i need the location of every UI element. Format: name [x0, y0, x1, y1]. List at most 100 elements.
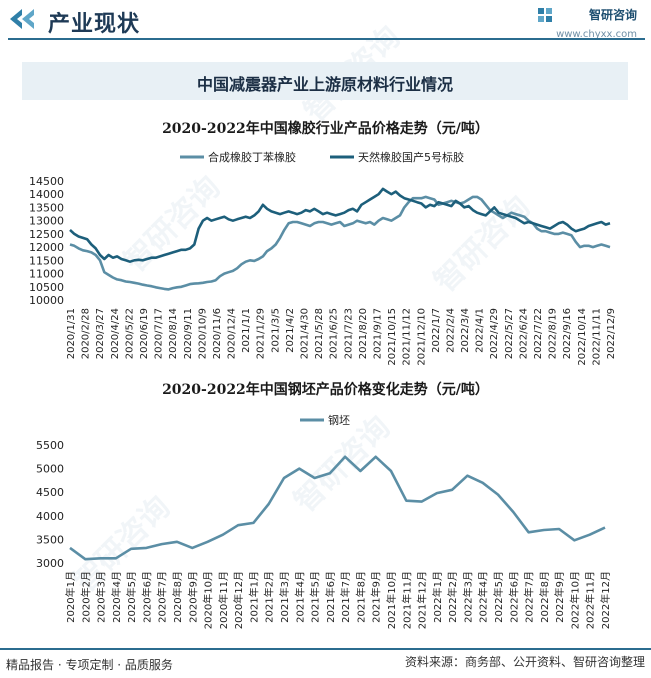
- x-tick-label: 2020年9月: [186, 571, 199, 623]
- y-tick-label: 4000: [36, 510, 64, 523]
- chart1-title: 2020-2022年中国橡胶行业产品价格走势（元/吨）: [162, 121, 489, 137]
- x-tick-label: 2022/3/4: [460, 308, 471, 353]
- x-tick-label: 2021/10/15: [387, 308, 398, 366]
- x-tick-label: 2021/11/12: [402, 308, 413, 366]
- x-tick-label: 2020/2/28: [81, 308, 92, 359]
- legend-label: 钢坯: [328, 414, 350, 427]
- section-banner: 中国减震器产业上游原材料行业情况: [22, 62, 628, 100]
- x-tick-label: 2022年3月: [461, 571, 474, 623]
- x-tick-label: 2020/5/22: [124, 308, 135, 359]
- y-tick-label: 14500: [29, 175, 64, 188]
- y-tick-label: 10500: [29, 281, 64, 294]
- x-tick-label: 2022/8/19: [548, 308, 559, 359]
- y-tick-label: 13000: [29, 215, 64, 228]
- x-tick-label: 2021年3月: [278, 571, 291, 623]
- x-tick-label: 2020年6月: [140, 571, 153, 623]
- x-tick-label: 2020年5月: [125, 571, 138, 623]
- x-tick-label: 2022/6/24: [518, 308, 529, 359]
- x-tick-label: 2021年10月: [385, 571, 398, 629]
- x-tick-label: 2022年12月: [599, 571, 612, 629]
- y-tick-label: 11500: [29, 254, 64, 267]
- x-tick-label: 2020年12月: [232, 571, 245, 629]
- x-tick-label: 2021年12月: [416, 571, 429, 629]
- x-tick-label: 2021年5月: [309, 571, 322, 623]
- brand-logo-icon: [538, 8, 552, 22]
- series-line-1: [69, 195, 611, 291]
- page-header: 产业现状 智研咨询 www.chyxx.com: [0, 0, 651, 44]
- x-tick-label: 2020/6/19: [139, 308, 150, 359]
- x-tick-label: 2022年11月: [584, 571, 597, 629]
- x-tick-label: 2021年9月: [370, 571, 383, 623]
- x-tick-label: 2022年10月: [568, 571, 581, 629]
- y-tick-label: 3500: [36, 533, 64, 546]
- y-tick-label: 10000: [29, 294, 64, 307]
- page-footer: 精品报告 · 专项定制 · 品质服务 资料来源：商务部、公开资料、智研咨询整理: [0, 648, 651, 678]
- footer-source: 资料来源：商务部、公开资料、智研咨询整理: [404, 655, 645, 669]
- chevron-logo-icon: [10, 9, 34, 29]
- x-tick-label: 2021年7月: [339, 571, 352, 623]
- x-tick-label: 2020年10月: [202, 571, 215, 629]
- x-tick-label: 2021年4月: [293, 571, 306, 623]
- y-tick-label: 12000: [29, 241, 64, 254]
- header-divider: [8, 38, 645, 40]
- series-line-2: [69, 187, 611, 264]
- footer-slogan: 精品报告 · 专项定制 · 品质服务: [6, 658, 173, 672]
- x-tick-label: 2021年2月: [263, 571, 276, 623]
- x-tick-label: 2021/5/28: [314, 308, 325, 359]
- x-tick-label: 2022/2/4: [445, 308, 456, 353]
- y-tick-label: 11000: [29, 268, 64, 281]
- x-tick-label: 2021/6/25: [329, 308, 340, 359]
- x-tick-label: 2021年11月: [400, 571, 413, 629]
- banner-title: 中国减震器产业上游原材料行业情况: [196, 75, 453, 94]
- x-tick-label: 2021/4/30: [300, 308, 311, 359]
- y-tick-label: 5000: [36, 463, 64, 476]
- x-tick-label: 2022/5/27: [504, 308, 515, 359]
- y-tick-label: 14000: [29, 188, 64, 201]
- x-tick-label: 2020年11月: [217, 571, 230, 629]
- legend-label: 合成橡胶丁苯橡胶: [208, 150, 296, 164]
- x-tick-label: 2021/12/10: [416, 308, 427, 366]
- legend-label: 天然橡胶国产5号标胶: [358, 150, 464, 164]
- x-tick-label: 2021/3/5: [270, 308, 281, 353]
- x-tick-label: 2020年2月: [79, 571, 92, 623]
- x-tick-label: 2020/3/27: [95, 308, 106, 359]
- y-tick-label: 13500: [29, 201, 64, 214]
- x-tick-label: 2020/10/9: [197, 308, 208, 359]
- y-tick-label: 3000: [36, 557, 64, 570]
- x-tick-label: 2022/10/14: [577, 308, 588, 366]
- x-tick-label: 2022年8月: [538, 571, 551, 623]
- x-tick-label: 2022/4/1: [475, 308, 486, 353]
- x-tick-label: 2020/1/31: [66, 308, 77, 359]
- x-tick-label: 2020/9/11: [183, 308, 194, 359]
- charts-canvas: 1000010500110001150012000125001300013500…: [29, 150, 617, 629]
- x-tick-label: 2021/1/29: [256, 308, 267, 359]
- x-tick-label: 2022年2月: [446, 571, 459, 623]
- x-tick-label: 2020/11/6: [212, 308, 223, 359]
- x-tick-label: 2020年4月: [110, 571, 123, 623]
- x-tick-label: 2020/12/4: [227, 308, 238, 359]
- x-tick-label: 2022/9/16: [562, 308, 573, 359]
- x-tick-label: 2022年9月: [553, 571, 566, 623]
- x-tick-label: 2021/8/20: [358, 308, 369, 359]
- y-tick-label: 12500: [29, 228, 64, 241]
- x-tick-label: 2020/4/24: [110, 308, 121, 359]
- x-tick-label: 2021年8月: [354, 571, 367, 623]
- x-tick-label: 2020年1月: [64, 571, 77, 623]
- x-tick-label: 2020/7/17: [154, 308, 165, 359]
- x-tick-label: 2021/7/23: [343, 308, 354, 359]
- page-title: 产业现状: [48, 12, 141, 37]
- y-tick-label: 5500: [36, 439, 64, 452]
- x-tick-label: 2021/4/2: [285, 308, 296, 353]
- series-line-1: [69, 455, 606, 561]
- brand-url: www.chyxx.com: [556, 29, 637, 40]
- x-tick-label: 2022年6月: [507, 571, 520, 623]
- x-tick-label: 2022/7/22: [533, 308, 544, 359]
- x-tick-label: 2022/12/9: [606, 308, 617, 359]
- x-tick-label: 2021年1月: [247, 571, 260, 623]
- chart2-title: 2020-2022年中国钢坯产品价格变化走势（元/吨）: [162, 382, 489, 398]
- x-tick-label: 2022年1月: [431, 571, 444, 623]
- x-tick-label: 2022年4月: [477, 571, 490, 623]
- x-tick-label: 2022/1/7: [431, 308, 442, 353]
- brand-name: 智研咨询: [588, 8, 637, 22]
